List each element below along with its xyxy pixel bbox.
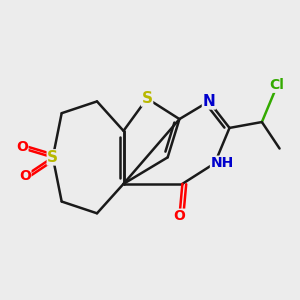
Text: NH: NH (211, 156, 234, 170)
Text: S: S (142, 91, 153, 106)
Text: O: O (173, 209, 185, 223)
Text: N: N (202, 94, 215, 109)
Text: O: O (19, 169, 31, 184)
Text: Cl: Cl (269, 78, 284, 92)
Text: O: O (16, 140, 28, 154)
Text: S: S (47, 150, 58, 165)
